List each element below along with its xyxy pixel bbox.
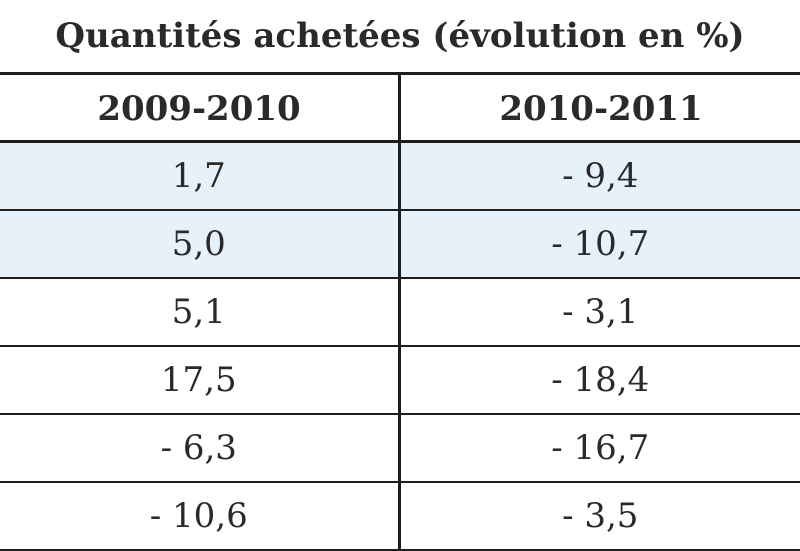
cell-2010-2011: - 3,1 <box>401 279 800 345</box>
cell-2009-2010: - 6,3 <box>0 415 398 481</box>
cell-2010-2011: - 16,7 <box>401 415 800 481</box>
cell-2009-2010: 1,7 <box>0 143 398 209</box>
header-2010-2011: 2010-2011 <box>401 75 800 143</box>
cell-2009-2010: - 10,6 <box>0 483 398 549</box>
cell-2010-2011: - 9,4 <box>401 143 800 209</box>
cell-2009-2010: 5,0 <box>0 211 398 277</box>
cell-2010-2011: - 10,7 <box>401 211 800 277</box>
cell-2009-2010: 17,5 <box>0 347 398 413</box>
cell-2009-2010: 5,1 <box>0 279 398 345</box>
cell-2010-2011: - 3,5 <box>401 483 800 549</box>
table-title: Quantités achetées (évolution en %) <box>0 0 800 72</box>
cell-2010-2011: - 18,4 <box>401 347 800 413</box>
header-2009-2010: 2009-2010 <box>0 75 398 143</box>
column-divider <box>398 75 401 550</box>
